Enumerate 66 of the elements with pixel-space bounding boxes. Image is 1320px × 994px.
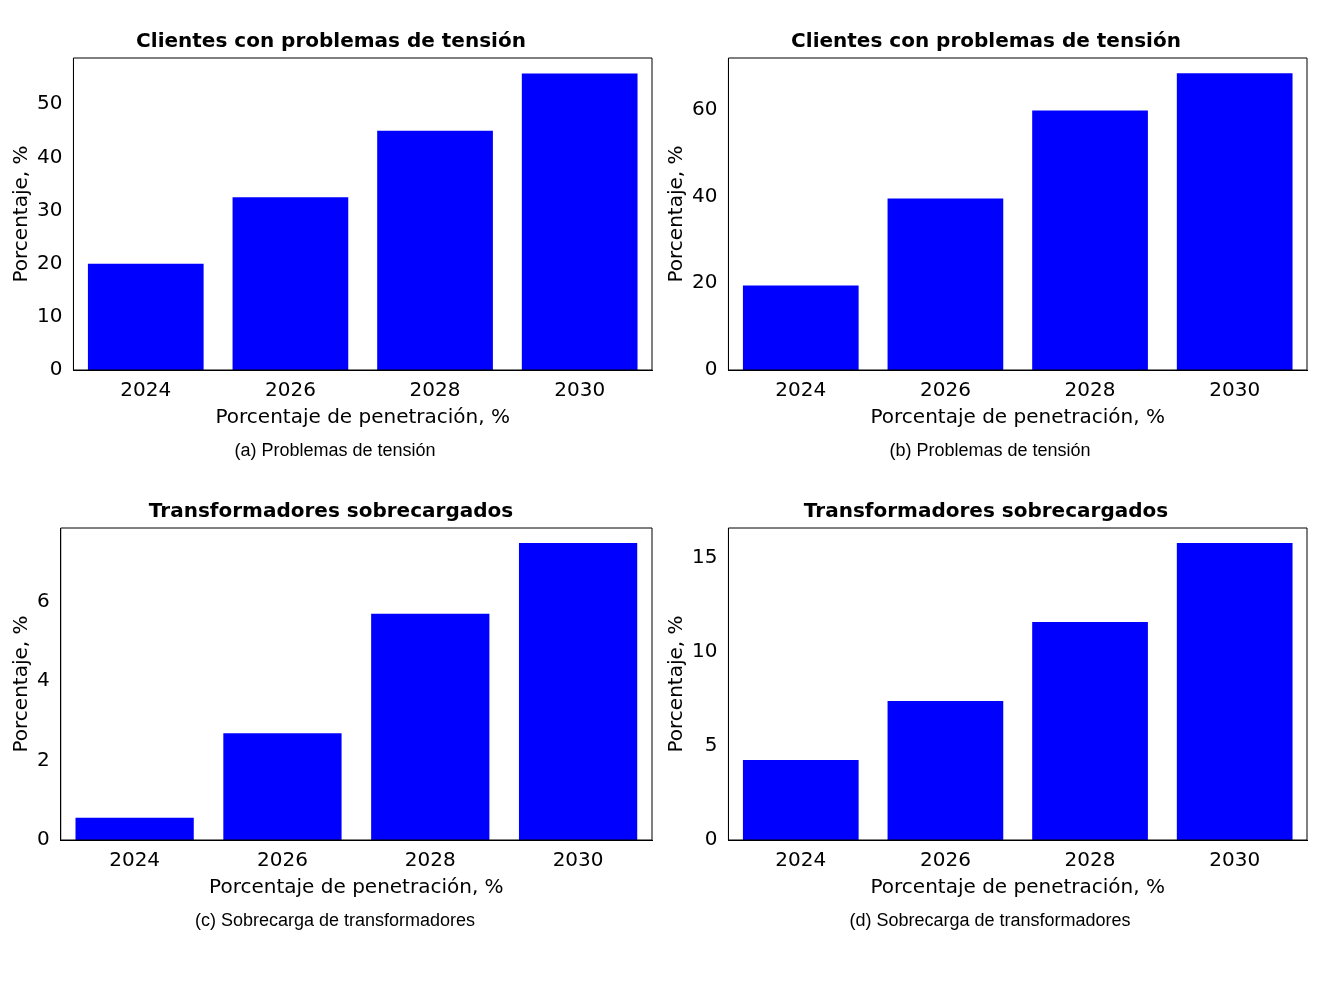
y-tick-label: 10 — [692, 638, 718, 663]
bar — [371, 613, 490, 840]
x-tick-label: 2030 — [1209, 847, 1261, 872]
x-tick-label: 2024 — [120, 377, 172, 402]
x-tick-label: 2026 — [257, 847, 308, 872]
y-tick-label: 50 — [37, 90, 63, 115]
y-tick-label: 2 — [36, 746, 50, 771]
y-tick-label: 5 — [704, 732, 718, 757]
bar — [1032, 110, 1148, 370]
y-axis-title: Porcentaje, % — [663, 145, 688, 283]
y-tick-label: 20 — [692, 269, 718, 294]
y-axis-title: Porcentaje, % — [8, 145, 33, 283]
x-tick-label: 2030 — [554, 377, 606, 402]
y-tick-label: 30 — [37, 196, 63, 221]
x-tick-label: 2026 — [919, 847, 971, 872]
text: (c) Sobrecarga de transformadores — [193, 910, 477, 931]
bar — [377, 130, 493, 370]
text: (d) Sobrecarga de transformadores — [848, 910, 1132, 931]
y-tick-label: 40 — [692, 182, 718, 207]
x-axis-title: Porcentaje de penetración, % — [209, 874, 504, 899]
x-tick-label: 2026 — [264, 377, 316, 402]
y-tick-label: 0 — [49, 356, 63, 381]
x-tick-label: 2028 — [409, 377, 461, 402]
x-tick-label: 2028 — [404, 847, 456, 872]
x-tick-label: 2030 — [552, 847, 604, 872]
bar — [521, 73, 638, 370]
bar — [518, 543, 638, 840]
x-tick-label: 2024 — [775, 847, 827, 872]
bar — [742, 285, 859, 370]
y-tick-label: 15 — [692, 544, 718, 569]
x-tick-label: 2024 — [775, 377, 827, 402]
text: (b) Problemas de tensión — [888, 440, 1092, 461]
bar — [1032, 621, 1148, 840]
y-tick-label: 60 — [692, 95, 718, 120]
y-tick-label: 4 — [36, 667, 50, 692]
y-axis-title: Porcentaje, % — [663, 615, 688, 753]
bar — [232, 197, 349, 370]
y-tick-label: 10 — [37, 303, 63, 328]
bar — [75, 817, 194, 840]
chart-title: Transformadores sobrecargados — [803, 498, 1169, 523]
y-tick-label: 40 — [37, 143, 63, 168]
x-axis-title: Porcentaje de penetración, % — [870, 874, 1165, 899]
y-axis-title: Porcentaje, % — [8, 615, 33, 753]
bar — [223, 733, 342, 840]
bar — [1176, 73, 1293, 370]
text: (a) Problemas de tensión — [233, 440, 437, 461]
x-tick-label: 2030 — [1209, 377, 1261, 402]
chart-title: Clientes con problemas de tensión — [791, 28, 1181, 53]
y-tick-label: 6 — [36, 588, 50, 613]
y-tick-label: 0 — [704, 826, 718, 851]
x-tick-label: 2024 — [109, 847, 161, 872]
x-axis-title: Porcentaje de penetración, % — [215, 404, 510, 429]
y-tick-label: 0 — [36, 826, 50, 851]
bar — [1176, 543, 1293, 840]
x-tick-label: 2028 — [1064, 847, 1116, 872]
x-axis-title: Porcentaje de penetración, % — [870, 404, 1165, 429]
chart-title: Clientes con problemas de tensión — [136, 28, 526, 53]
bar — [742, 759, 859, 840]
y-tick-label: 0 — [704, 356, 718, 381]
chart-title: Transformadores sobrecargados — [148, 498, 514, 523]
bar — [887, 701, 1004, 840]
bar — [87, 263, 204, 370]
y-tick-label: 20 — [37, 249, 63, 274]
x-tick-label: 2026 — [919, 377, 971, 402]
bar — [887, 198, 1004, 370]
x-tick-label: 2028 — [1064, 377, 1116, 402]
